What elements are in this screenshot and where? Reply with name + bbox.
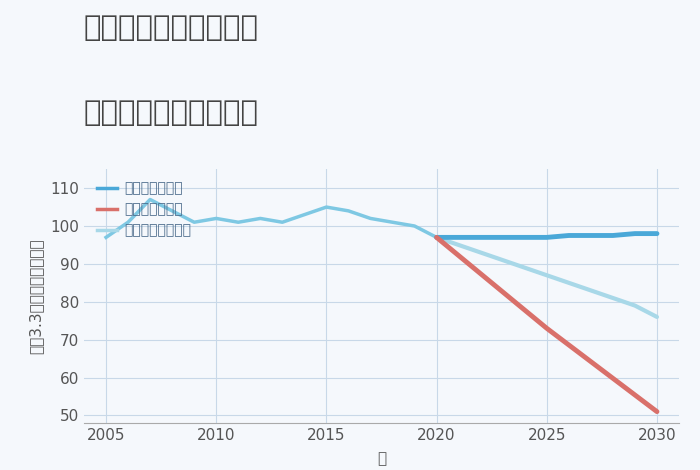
Text: 中古戸建ての価格推移: 中古戸建ての価格推移 — [84, 99, 259, 127]
Text: 兵庫県姫路市鷹匠町の: 兵庫県姫路市鷹匠町の — [84, 14, 259, 42]
X-axis label: 年: 年 — [377, 451, 386, 466]
Y-axis label: 坪（3.3㎡）単価（万円）: 坪（3.3㎡）単価（万円） — [28, 238, 43, 354]
Legend: グッドシナリオ, バッドシナリオ, ノーマルシナリオ: グッドシナリオ, バッドシナリオ, ノーマルシナリオ — [91, 176, 197, 243]
